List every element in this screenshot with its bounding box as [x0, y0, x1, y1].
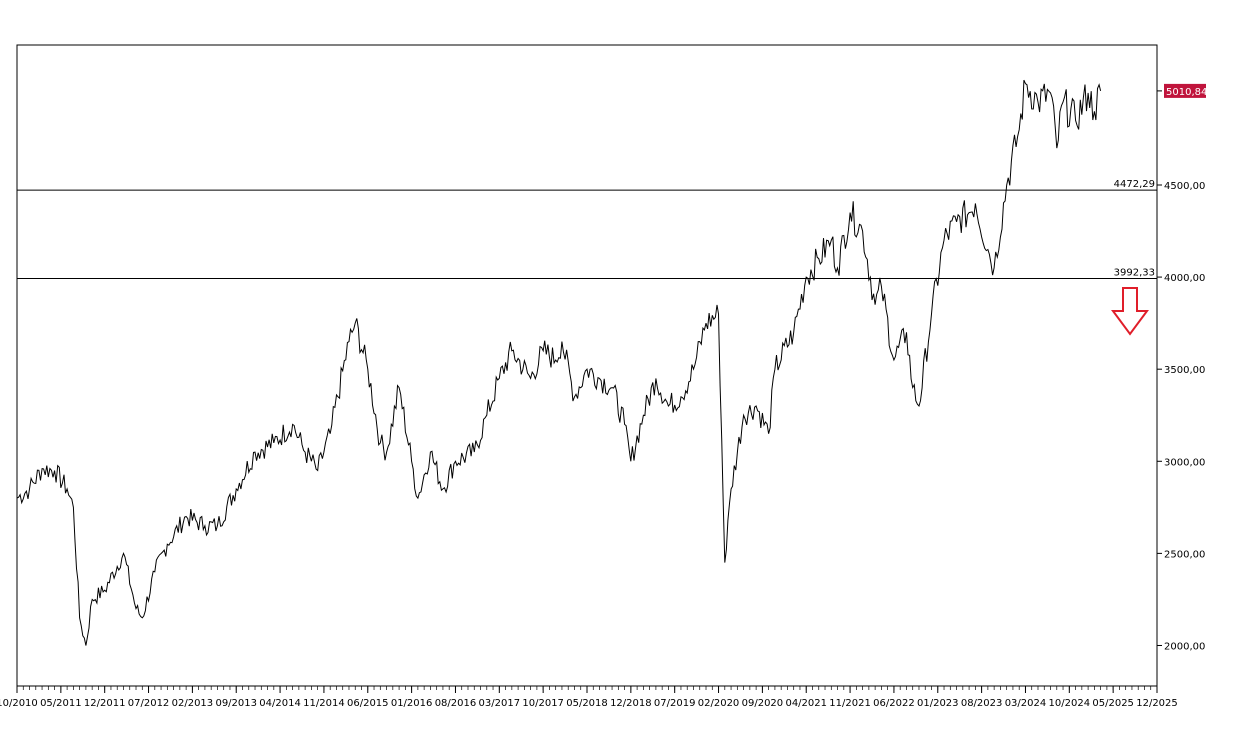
current-price-label: 5010,84 [1166, 87, 1207, 98]
x-axis-tick-label: 10/2024 [1049, 698, 1091, 709]
x-axis-tick-label: 09/2020 [742, 698, 784, 709]
x-axis-tick-label: 09/2013 [215, 698, 257, 709]
down-arrow-icon [1111, 287, 1149, 336]
x-axis-tick-label: 05/2011 [40, 698, 82, 709]
x-axis-tick-label: 11/2021 [829, 698, 871, 709]
x-axis-tick-label: 02/2013 [172, 698, 214, 709]
plot-area-frame [16, 44, 1158, 687]
y-axis-tick-label: 2000,00 [1164, 641, 1205, 652]
x-axis-tick-label: 01/2023 [917, 698, 959, 709]
x-axis-tick-label: 11/2014 [303, 698, 345, 709]
current-price-badge [1164, 83, 1206, 98]
x-axis-tick-label: 03/2024 [1005, 698, 1047, 709]
y-axis-tick-label: 3000,00 [1164, 457, 1205, 468]
x-axis-tick-label: 08/2016 [435, 698, 477, 709]
x-axis-tick-label: 04/2014 [259, 698, 301, 709]
y-axis-tick-label: 4000,00 [1164, 273, 1205, 284]
x-axis-tick-label: 07/2012 [128, 698, 170, 709]
price-series-line [16, 79, 1102, 646]
y-axis-tick-label: 2500,00 [1164, 549, 1205, 560]
x-axis-tick-label: 08/2023 [961, 698, 1003, 709]
x-axis-tick-label: 12/2011 [84, 698, 126, 709]
y-axis-tick-label: 3500,00 [1164, 365, 1205, 376]
x-axis-tick-label: 03/2017 [479, 698, 521, 709]
x-axis-tick-label: 07/2019 [654, 698, 696, 709]
y-axis-tick-label: 4500,00 [1164, 181, 1205, 192]
x-axis-tick-label: 06/2022 [873, 698, 915, 709]
x-axis-tick-label: 12/2025 [1136, 698, 1178, 709]
x-axis-tick-label: 10/2010 [0, 698, 38, 709]
x-axis-tick-label: 04/2021 [785, 698, 827, 709]
x-axis-tick-label: 12/2018 [610, 698, 652, 709]
x-axis-tick-label: 10/2017 [522, 698, 564, 709]
x-axis-tick-label: 05/2018 [566, 698, 608, 709]
x-axis-tick-label: 01/2016 [391, 698, 433, 709]
x-axis-tick-label: 05/2025 [1092, 698, 1134, 709]
support-line-label: 4472,29 [1114, 179, 1155, 190]
x-axis-tick-label: 06/2015 [347, 698, 389, 709]
x-axis-tick-label: 02/2020 [698, 698, 740, 709]
support-line-label: 3992,33 [1114, 267, 1155, 278]
